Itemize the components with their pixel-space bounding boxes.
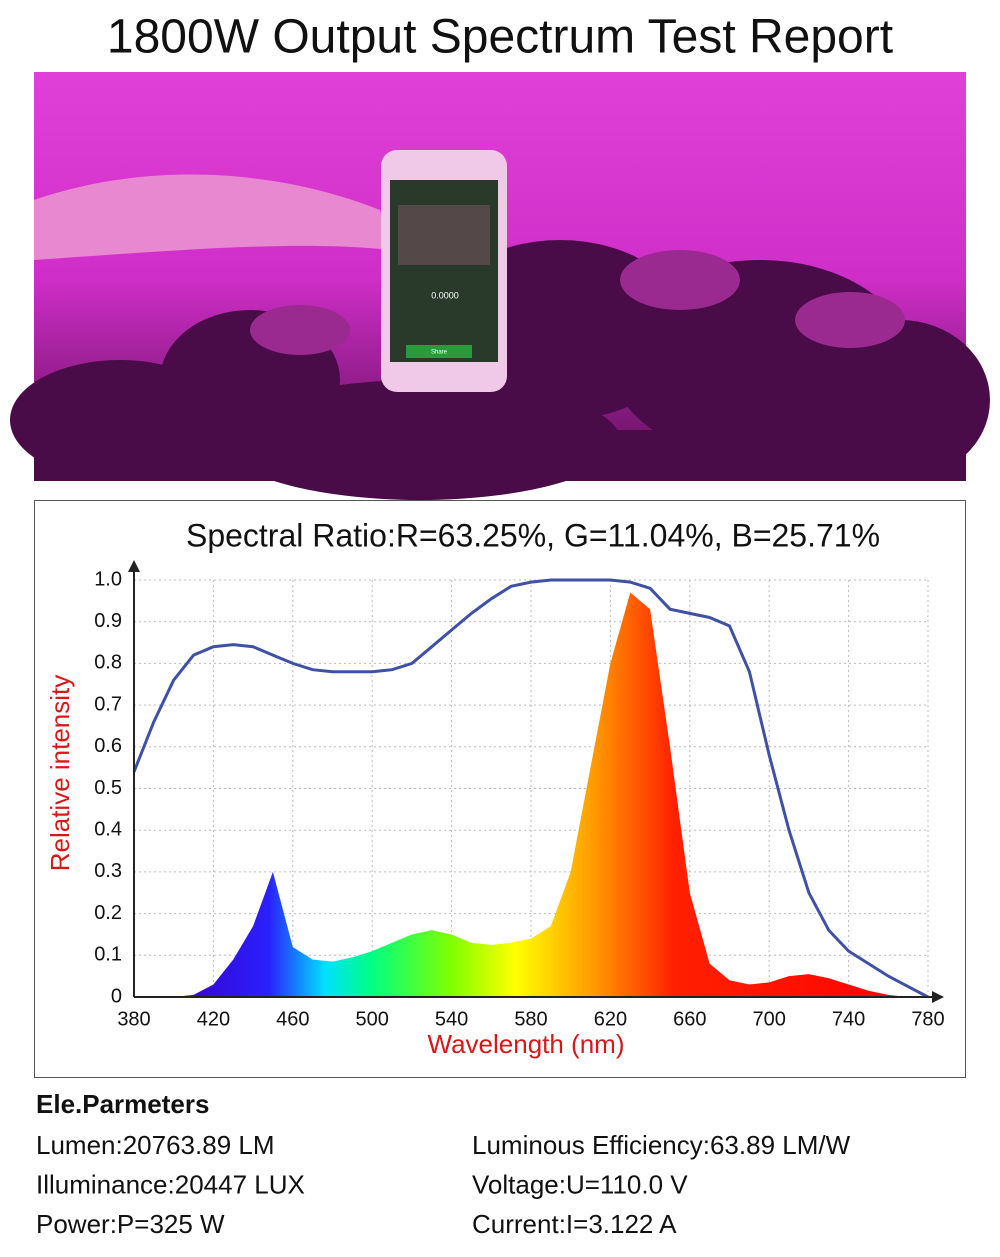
y-tick-label: 0.7 [94, 693, 122, 715]
parameter: Lumen:20763.89 LM [36, 1130, 275, 1160]
parameters-left: Lumen:20763.89 LM Illuminance:20447 LUX Po… [36, 1130, 305, 1239]
phone-button [406, 345, 472, 358]
page-title: 1800W Output Spectrum Test Report [107, 11, 893, 64]
y-tick-label: 0.8 [94, 652, 122, 674]
parameter: Power:P=325 W [36, 1209, 225, 1239]
leaves [10, 240, 990, 500]
x-tick-label: 700 [753, 1008, 786, 1030]
chart-title: Spectral Ratio:R=63.25%, G=11.04%, B=25.… [186, 517, 880, 553]
phone-reading: 0.0000 [431, 290, 459, 300]
y-tick-label: 0 [111, 985, 122, 1007]
photo: 0.0000 Share [10, 72, 990, 500]
y-tick-label: 0.5 [94, 777, 122, 799]
parameter: Illuminance:20447 LUX [36, 1169, 305, 1199]
phone-chart [398, 205, 490, 265]
y-tick-label: 1.0 [94, 568, 122, 590]
x-axis-label: Wavelength (nm) [428, 1029, 625, 1059]
x-tick-label: 780 [911, 1008, 944, 1030]
x-tick-label: 660 [673, 1008, 706, 1030]
parameter: Luminous Efficiency:63.89 LM/W [472, 1130, 851, 1160]
parameters-right: Luminous Efficiency:63.89 LM/W Voltage:U=… [472, 1130, 851, 1239]
spectrum-line [132, 578, 929, 999]
x-tick-label: 580 [514, 1008, 547, 1030]
phone-button-label: Share [431, 350, 448, 356]
y-tick-label: 0.3 [94, 860, 122, 882]
hand [34, 174, 390, 260]
y-tick-label: 0.4 [94, 818, 122, 840]
axes [128, 560, 944, 1003]
y-tick-label: 0.6 [94, 735, 122, 757]
x-tick-label: 620 [594, 1008, 627, 1030]
parameters-heading: Ele.Parmeters [36, 1089, 209, 1119]
parameter: Current:I=3.122 A [472, 1209, 677, 1239]
y-axis-label: Relative intensity [45, 675, 75, 872]
x-tick-label: 740 [832, 1008, 865, 1030]
leaf-highlights [250, 250, 905, 355]
y-tick-label: 0.9 [94, 610, 122, 632]
y-tick-label: 0.1 [94, 944, 122, 966]
plot: 0 0.1 0.2 0.3 0.4 0.5 0.6 0.7 0.8 0.9 1.0 380 420 460… [94, 568, 945, 1030]
x-tick-label: 500 [356, 1008, 389, 1030]
y-axis-arrow [128, 560, 140, 572]
x-tick-label: 460 [276, 1008, 309, 1030]
x-tick-label: 540 [435, 1008, 468, 1030]
x-tick-label: 420 [197, 1008, 230, 1030]
parameters: Ele.Parmeters Lumen:20763.89 LM Illuminan… [36, 1089, 851, 1239]
parameter: Voltage:U=110.0 V [472, 1169, 688, 1199]
y-tick-label: 0.2 [94, 902, 122, 924]
x-axis-arrow [932, 991, 944, 1003]
x-tick-label: 380 [117, 1008, 150, 1030]
